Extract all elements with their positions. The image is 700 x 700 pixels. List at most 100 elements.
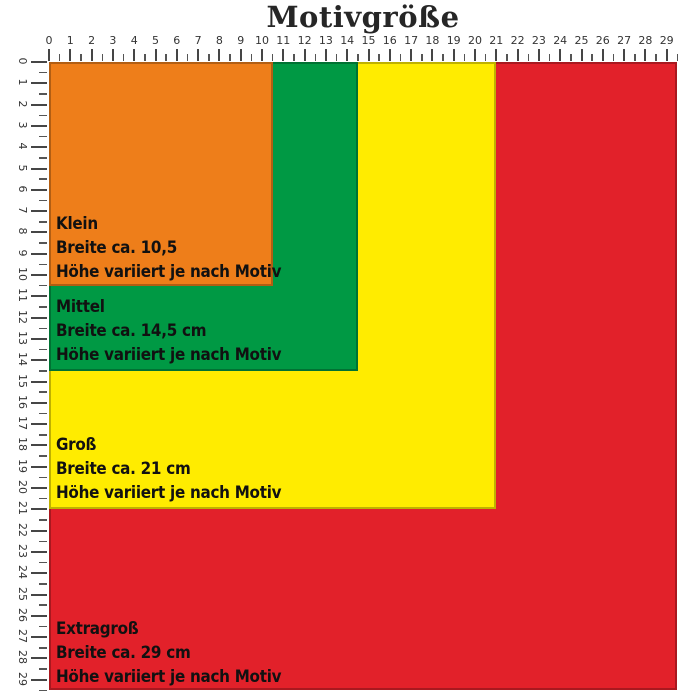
ruler-top-number: 22 xyxy=(510,34,525,47)
ruler-top-halftick xyxy=(399,54,402,61)
size-rect-klein xyxy=(49,62,273,286)
ruler-top-halftick xyxy=(357,54,359,61)
ruler-top-halftick xyxy=(208,54,210,61)
ruler-left-tick xyxy=(31,550,47,553)
ruler-top-halftick xyxy=(165,54,167,61)
ruler-top-number: 7 xyxy=(194,34,202,47)
ruler-left-tick xyxy=(31,337,47,340)
ruler-left-tick xyxy=(31,188,47,191)
ruler-top-tick xyxy=(665,49,668,61)
ruler-left-halftick xyxy=(39,263,47,266)
ruler-left-tick xyxy=(31,678,47,681)
ruler-left-halftick xyxy=(39,284,47,287)
ruler-left-tick xyxy=(31,167,47,170)
ruler-top-tick xyxy=(580,49,583,61)
ruler-top-number: 15 xyxy=(361,34,376,47)
ruler-top: 0 1 2 3 4 5 6 7 8 9 10 11 12 13 14 15 16 17 18 19 20 21 22 23 24… xyxy=(46,34,697,62)
ruler-top-halftick xyxy=(548,54,551,61)
ruler-top-halftick xyxy=(122,54,125,61)
ruler-top-number: 17 xyxy=(404,34,419,47)
size-width: Breite ca. 21 cm xyxy=(56,459,191,478)
ruler-left-halftick xyxy=(39,157,47,159)
ruler-left-tick xyxy=(31,508,47,511)
size-name: Groß xyxy=(56,435,97,454)
ruler-left-halftick xyxy=(39,306,47,308)
ruler-top-halftick xyxy=(591,54,593,61)
ruler-left-halftick xyxy=(39,412,47,415)
ruler-top-tick xyxy=(154,49,157,61)
ruler-top-tick xyxy=(346,49,349,61)
ruler-top-halftick xyxy=(676,54,679,61)
ruler-top-tick xyxy=(239,49,242,61)
ruler-left-tick xyxy=(31,636,47,639)
ruler-top-halftick xyxy=(80,54,82,61)
ruler-left-tick xyxy=(31,572,47,575)
size-width: Breite ca. 10,5 xyxy=(56,238,178,257)
ruler-left-halftick xyxy=(39,519,47,521)
ruler-left-tick xyxy=(31,465,47,468)
ruler-left-tick xyxy=(31,124,47,127)
ruler-left-halftick xyxy=(39,434,47,436)
ruler-top-number: 11 xyxy=(276,34,291,47)
ruler-left-halftick xyxy=(39,668,47,670)
ruler-top-tick xyxy=(218,49,221,61)
ruler-top-number: 1 xyxy=(66,34,74,47)
ruler-top-tick xyxy=(516,49,519,61)
ruler-left-halftick xyxy=(39,114,47,116)
ruler-top-number: 29 xyxy=(659,34,674,47)
ruler-left-tick xyxy=(31,274,47,276)
ruler-left-tick xyxy=(31,252,47,255)
ruler-left-tick xyxy=(31,359,47,362)
ruler-top-tick xyxy=(452,49,455,61)
ruler-left-halftick xyxy=(39,583,47,585)
ruler-left-tick xyxy=(31,614,47,617)
ruler-top-halftick xyxy=(250,54,253,61)
ruler-left-halftick xyxy=(39,327,47,329)
ruler-top-tick xyxy=(559,49,562,61)
ruler-top-halftick xyxy=(612,54,615,61)
ruler-top-halftick xyxy=(634,54,636,61)
ruler-top-tick xyxy=(410,49,413,61)
ruler-left-halftick xyxy=(39,178,47,180)
ruler-top-tick xyxy=(282,49,285,61)
ruler-left-halftick xyxy=(39,476,47,479)
ruler-top-halftick xyxy=(506,54,508,61)
ruler-top-halftick xyxy=(314,54,316,61)
ruler-left-tick xyxy=(31,529,47,532)
size-height: Höhe variiert je nach Motiv xyxy=(56,262,282,281)
ruler-left-halftick xyxy=(39,561,47,564)
ruler-top-number: 13 xyxy=(318,34,333,47)
ruler-left-tick xyxy=(31,380,47,383)
page-title: Motivgröße xyxy=(266,0,460,34)
ruler-top-halftick xyxy=(527,54,529,61)
ruler-left-tick xyxy=(31,401,47,404)
ruler-top-number: 10 xyxy=(255,34,269,47)
ruler-top-tick xyxy=(90,49,93,61)
ruler-top-halftick xyxy=(144,54,146,61)
ruler-top-number: 5 xyxy=(152,34,159,47)
size-width: Breite ca. 14,5 cm xyxy=(56,321,207,340)
ruler-left-tick xyxy=(31,316,47,319)
ruler-top-tick xyxy=(303,49,306,61)
ruler-top-number: 2 xyxy=(88,34,96,47)
ruler-top-halftick xyxy=(442,54,444,61)
ruler-left-tick xyxy=(31,146,47,149)
ruler-top-tick xyxy=(324,49,327,61)
ruler-top-number: 8 xyxy=(215,34,223,47)
ruler-top-halftick xyxy=(101,54,103,61)
size-width: Breite ca. 29 cm xyxy=(56,643,191,662)
ruler-top-tick xyxy=(48,49,50,61)
ruler-left-tick xyxy=(31,231,47,234)
size-name: Extragroß xyxy=(56,619,139,638)
ruler-left: 0 1 2 3 4 5 6 7 8 9 10 11 12 13 14 15 16 17 18 19 20 21 22 23 24… xyxy=(16,58,50,700)
ruler-top-halftick xyxy=(463,54,466,61)
ruler-left-halftick xyxy=(39,348,47,351)
ruler-top-tick xyxy=(474,49,476,61)
ruler-top-halftick xyxy=(570,54,572,61)
ruler-top-tick xyxy=(197,49,200,61)
ruler-top-tick xyxy=(623,49,626,61)
ruler-top-halftick xyxy=(484,54,487,61)
ruler-left-halftick xyxy=(39,689,47,692)
ruler-top-halftick xyxy=(58,54,61,61)
ruler-top-number: 20 xyxy=(468,34,482,47)
